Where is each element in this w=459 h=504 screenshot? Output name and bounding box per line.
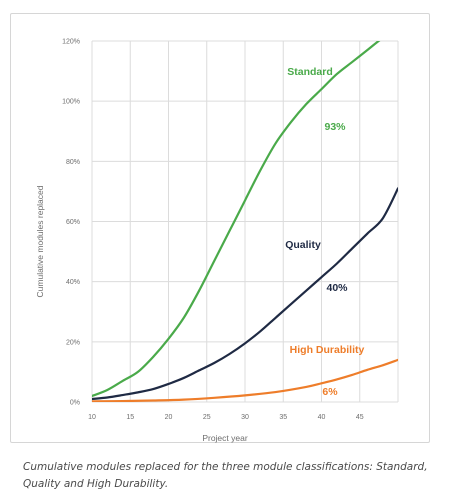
chart-series [92,41,398,402]
chart-grid [91,40,399,403]
y-tick-label: 0% [70,400,80,407]
y-tick-label: 100% [62,99,80,106]
series-annotation-high-durability: 6% [322,386,338,398]
y-tick-label: 120% [62,39,80,46]
series-annotation-quality: 40% [326,282,348,294]
y-axis-label: Cumulative modules replaced [35,185,45,297]
y-tick-label: 20% [66,339,80,346]
series-line-quality [92,187,398,401]
y-tick-label: 80% [66,159,80,166]
figure-caption: Cumulative modules replaced for the thre… [23,461,428,490]
series-label-high-durability: High Durability [290,344,365,356]
x-tick-label: 40 [318,414,326,421]
line-chart: 0% 20% 40% 60% 80% 100% 120% 10 15 20 25 30 35 40 45 Pr… [35,39,399,444]
chart-labels: 0% 20% 40% 60% 80% 100% 120% 10 15 20 25 30 35 40 45 Pr… [35,39,364,444]
x-axis-label: Project year [202,433,248,443]
x-tick-label: 20 [165,414,173,421]
x-tick-label: 35 [279,414,287,421]
series-label-quality: Quality [285,239,321,251]
x-tick-label: 10 [88,414,96,421]
series-line-standard [92,41,381,398]
series-label-standard: Standard [287,66,333,78]
series-line-high-durability [92,358,398,402]
chart-frame [10,13,430,443]
x-tick-label: 30 [241,414,249,421]
x-tick-label: 15 [126,414,134,421]
y-tick-label: 60% [66,219,80,226]
series-annotation-standard: 93% [324,121,346,133]
x-tick-label: 45 [356,414,364,421]
y-tick-label: 40% [66,279,80,286]
x-tick-label: 25 [203,414,211,421]
